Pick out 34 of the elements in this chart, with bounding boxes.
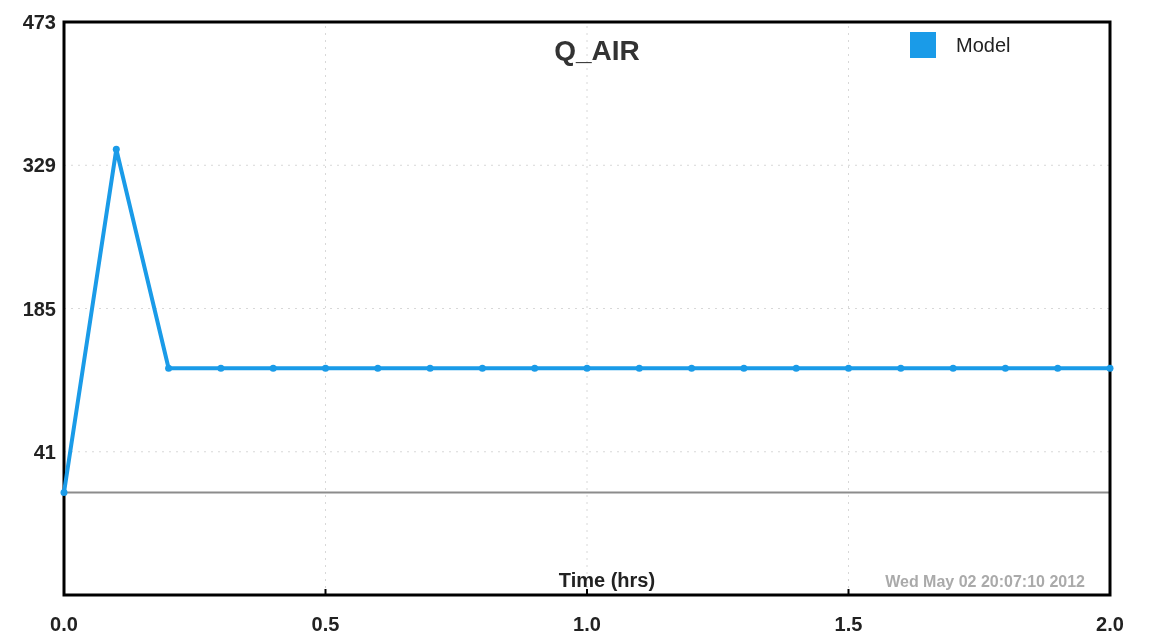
point bbox=[792, 364, 800, 372]
point bbox=[740, 364, 748, 372]
point bbox=[165, 364, 173, 372]
point bbox=[269, 364, 277, 372]
point bbox=[1106, 364, 1114, 372]
point bbox=[1054, 364, 1062, 372]
point bbox=[949, 364, 957, 372]
point bbox=[478, 364, 486, 372]
point bbox=[845, 364, 852, 372]
point bbox=[635, 364, 643, 372]
x-tick-label: 0.5 bbox=[311, 613, 340, 635]
point bbox=[217, 364, 225, 372]
point bbox=[374, 364, 382, 372]
y-tick-label: 473 bbox=[22, 11, 56, 33]
legend-label: Model bbox=[956, 34, 1011, 56]
point bbox=[60, 489, 68, 497]
x-tick-label: 2.0 bbox=[1096, 613, 1124, 635]
point bbox=[426, 364, 434, 372]
y-tick-label: 185 bbox=[22, 297, 56, 320]
text: Q_AIR bbox=[554, 35, 640, 66]
point bbox=[1001, 364, 1009, 372]
y-tick-label: 41 bbox=[33, 440, 56, 463]
annotation: Wed May 02 20:07:10 2012 bbox=[885, 573, 1086, 590]
point bbox=[688, 364, 696, 372]
x-tick-label: 0.0 bbox=[50, 613, 78, 635]
point bbox=[583, 364, 591, 372]
point bbox=[897, 364, 905, 372]
x-tick-label: 1.0 bbox=[573, 613, 601, 635]
y-tick-label: 329 bbox=[22, 154, 56, 177]
x-tick-label: 1.5 bbox=[834, 613, 863, 635]
point bbox=[322, 364, 329, 372]
point bbox=[112, 145, 120, 153]
point bbox=[531, 364, 539, 372]
x-axis-title: Time (hrs) bbox=[558, 569, 656, 591]
